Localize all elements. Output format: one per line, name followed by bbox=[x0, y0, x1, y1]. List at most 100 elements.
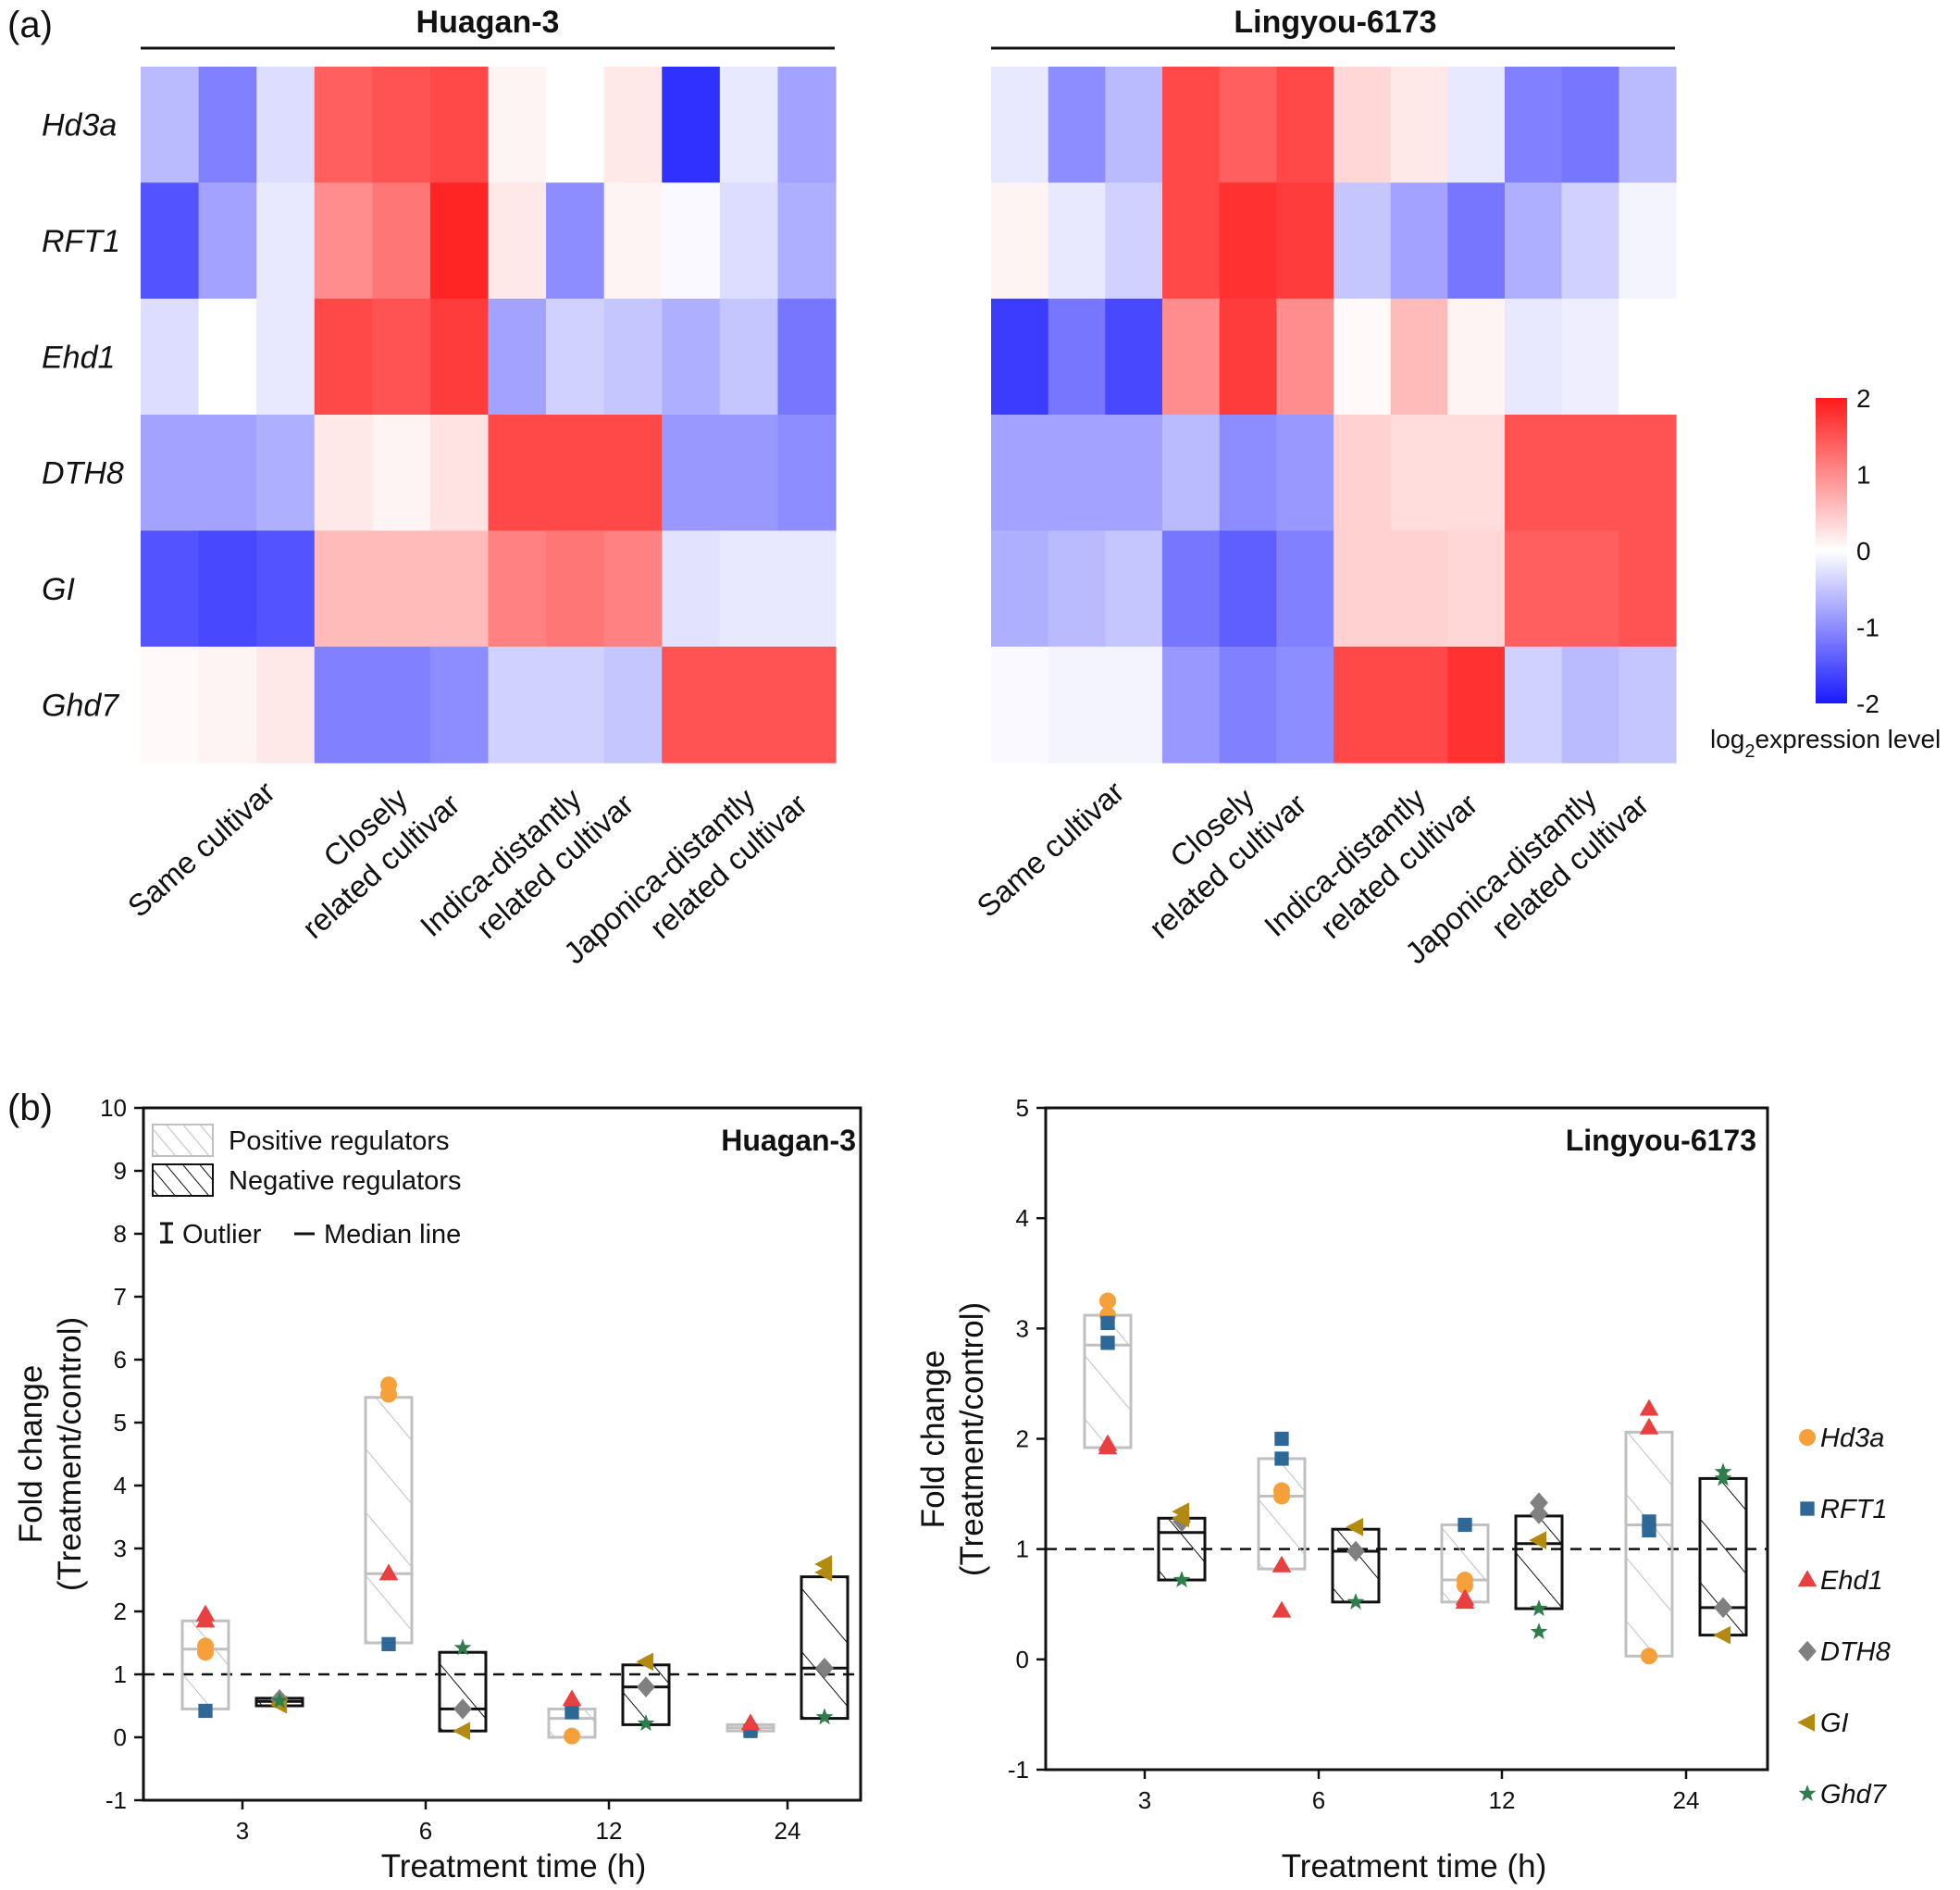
point-circle-marker bbox=[1099, 1292, 1116, 1310]
point-triangle-left-marker bbox=[636, 1652, 654, 1672]
heatmap-cell bbox=[991, 182, 1049, 300]
legend-positive-swatch bbox=[152, 1124, 214, 1157]
heatmap-cell bbox=[1390, 530, 1448, 648]
y-tick-label: -1 bbox=[105, 1786, 127, 1814]
heatmap-cell bbox=[1048, 67, 1106, 183]
heatmap-cell bbox=[429, 646, 490, 764]
point-triangle-marker bbox=[195, 1610, 216, 1628]
heatmap-cell bbox=[141, 530, 200, 648]
heatmap-cell bbox=[372, 530, 431, 648]
legend-gene-gi: GI bbox=[1820, 1709, 1849, 1738]
point-star-marker bbox=[815, 1708, 834, 1725]
point-circle-marker bbox=[564, 1727, 580, 1745]
point-star-marker bbox=[1172, 1571, 1191, 1587]
heatmap-cell bbox=[662, 530, 721, 648]
heatmap-cell bbox=[1105, 182, 1163, 300]
heatmap-cell bbox=[429, 530, 490, 648]
y-tick-label: 7 bbox=[114, 1283, 127, 1311]
point-square-marker bbox=[1642, 1523, 1656, 1538]
heatmap-cell bbox=[488, 67, 547, 183]
y-tick-label: 10 bbox=[100, 1094, 127, 1122]
heatmap-cell bbox=[1619, 415, 1677, 531]
point-triangle-marker bbox=[562, 1689, 582, 1707]
point-circle-marker bbox=[1273, 1482, 1290, 1499]
heatmap-cell bbox=[1561, 67, 1619, 183]
row-label-gi: GI bbox=[42, 572, 75, 607]
heatmap-cell bbox=[429, 415, 490, 531]
point-circle-marker bbox=[1641, 1648, 1657, 1665]
heatmap-cell bbox=[1276, 530, 1334, 648]
point-star-marker bbox=[1798, 1784, 1817, 1801]
point-star-marker bbox=[1530, 1623, 1548, 1640]
heatmap-cell bbox=[1162, 530, 1221, 648]
y-tick-label: 1 bbox=[1016, 1536, 1029, 1563]
legend-gene-ehd1: Ehd1 bbox=[1820, 1566, 1883, 1596]
heatmap-cell bbox=[1334, 182, 1392, 300]
box-legend: Positive regulators Negative regulators … bbox=[152, 1124, 461, 1250]
heatmap-cell bbox=[1276, 182, 1334, 300]
y-tick-label: 1 bbox=[114, 1660, 127, 1688]
heatmap-cell bbox=[372, 182, 431, 300]
heatmap-cell bbox=[1505, 298, 1563, 416]
x-tick-label: 6 bbox=[1312, 1786, 1325, 1814]
heatmap-cell bbox=[1505, 415, 1563, 531]
heatmap-cell bbox=[488, 182, 547, 300]
heatmap-cell bbox=[1162, 415, 1221, 531]
colorbar: 2 1 0 -1 -2 log2expression level bbox=[1710, 384, 1941, 762]
colorbar-tick-label: 1 bbox=[1856, 461, 1871, 490]
y-tick-label: 5 bbox=[114, 1409, 127, 1436]
axes-title: Huagan-3 bbox=[721, 1124, 856, 1157]
heatmap-cell bbox=[1219, 415, 1277, 531]
heatmap-cell bbox=[1334, 530, 1392, 648]
heatmap-cell bbox=[1276, 67, 1334, 183]
heatmap-cell bbox=[662, 67, 721, 183]
row-label-ghd7: Ghd7 bbox=[42, 688, 119, 723]
heatmap-cell bbox=[1105, 67, 1163, 183]
heatmap-cell bbox=[1505, 530, 1563, 648]
heatmap-cell bbox=[1048, 530, 1106, 648]
column-group-label-line: Same cultivar bbox=[970, 775, 1130, 924]
legend-outlier-icon bbox=[160, 1222, 173, 1244]
heatmap-cell bbox=[1105, 646, 1163, 764]
heatmap-cell bbox=[777, 646, 837, 764]
point-square-marker bbox=[1800, 1501, 1815, 1516]
y-tick-label: 2 bbox=[1016, 1425, 1029, 1453]
legend-negative-swatch bbox=[152, 1163, 214, 1197]
heatmap-cell bbox=[719, 182, 779, 300]
heatmap-cell bbox=[1276, 646, 1334, 764]
column-group-label: Same cultivar bbox=[121, 775, 281, 924]
y-tick-label: -1 bbox=[1008, 1756, 1029, 1784]
heatmap-cell bbox=[256, 67, 316, 183]
colorbar-tick-label: 2 bbox=[1856, 384, 1871, 413]
row-label-ehd1: Ehd1 bbox=[42, 340, 115, 375]
heatmap-cell bbox=[1390, 415, 1448, 531]
y-axis-label-line2: (Treatment/control) bbox=[52, 1317, 88, 1591]
point-diamond-marker bbox=[815, 1657, 834, 1679]
row-label-rft1: RFT1 bbox=[42, 224, 120, 259]
point-triangle-left-marker bbox=[1797, 1713, 1816, 1732]
point-star-marker bbox=[453, 1638, 472, 1656]
point-square-marker bbox=[198, 1703, 213, 1719]
plot-frame bbox=[142, 1106, 862, 1802]
heatmap-cell bbox=[1561, 298, 1619, 416]
heatmap-cell bbox=[991, 415, 1049, 531]
point-square-marker bbox=[1274, 1431, 1289, 1447]
heatmap-cell bbox=[603, 67, 663, 183]
y-axis-label-line2: (Treatment/control) bbox=[954, 1302, 990, 1576]
legend-median-label: Median line bbox=[324, 1220, 461, 1250]
colorbar-tick-label: -1 bbox=[1856, 614, 1879, 642]
x-tick-label: 3 bbox=[1138, 1786, 1151, 1814]
heatmap-cell bbox=[314, 298, 373, 416]
column-group-label-line: Same cultivar bbox=[121, 775, 281, 924]
point-star-marker bbox=[1530, 1599, 1548, 1616]
x-tick-label: 3 bbox=[236, 1817, 249, 1845]
y-axis-label-line1: Fold change bbox=[915, 1350, 951, 1529]
heatmap-cell bbox=[546, 298, 605, 416]
heatmap-cell bbox=[1561, 530, 1619, 648]
heatmap-cell bbox=[603, 530, 663, 648]
heatmap-cell bbox=[1219, 530, 1277, 648]
positive-regulator-box bbox=[364, 1396, 414, 1645]
x-tick-label: 24 bbox=[1673, 1786, 1700, 1814]
positive-regulator-box bbox=[1257, 1457, 1307, 1571]
column-group-label: Same cultivar bbox=[970, 775, 1130, 924]
